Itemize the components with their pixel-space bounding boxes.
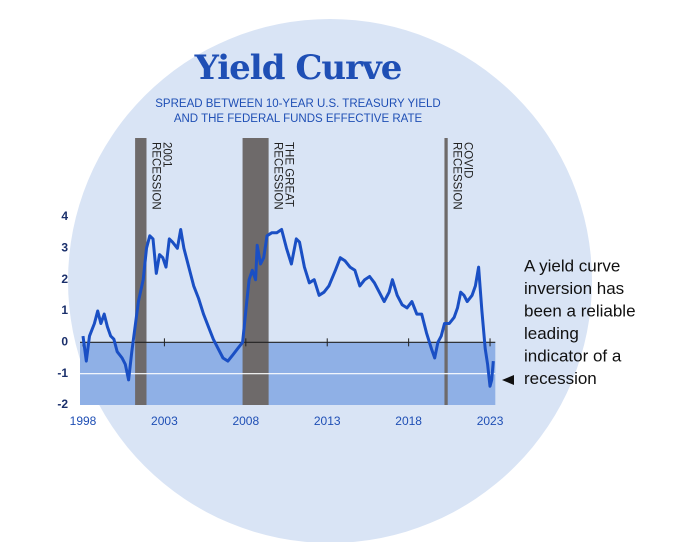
y-tick-label: 3 <box>61 241 68 255</box>
subtitle: SPREAD BETWEEN 10-YEAR U.S. TREASURY YIE… <box>155 98 440 110</box>
x-tick-label: 2018 <box>395 414 422 428</box>
recession-label: RECESSION <box>272 142 284 210</box>
annotation: leading <box>524 324 579 343</box>
y-tick-label: -1 <box>57 366 68 380</box>
recession-bar <box>444 138 448 405</box>
x-tick-label: 2023 <box>477 414 504 428</box>
annotation: recession <box>524 369 597 388</box>
recession-label: COVID <box>462 142 474 178</box>
y-tick-label: 0 <box>61 335 68 349</box>
annotation: been a reliable <box>524 301 636 320</box>
annotation: indicator of a <box>524 346 622 365</box>
x-tick-label: 2003 <box>151 414 178 428</box>
y-tick-label: -2 <box>57 397 68 411</box>
recession-label: RECESSION <box>149 142 161 210</box>
recession-bar <box>135 138 147 405</box>
recession-label: THE GREAT <box>283 142 295 207</box>
annotation: inversion has <box>524 279 624 298</box>
annotation-arrow <box>502 375 514 385</box>
y-tick-label: 2 <box>61 272 68 286</box>
y-tick-label: 1 <box>61 303 68 317</box>
x-tick-label: 1998 <box>70 414 97 428</box>
x-tick-label: 2013 <box>314 414 341 428</box>
recession-label: 2001 <box>160 142 172 168</box>
chart-title: Yield Curve <box>194 48 402 88</box>
data-line <box>81 228 495 388</box>
recession-label: RECESSION <box>451 142 463 210</box>
y-tick-label: 4 <box>61 209 68 223</box>
subtitle: AND THE FEDERAL FUNDS EFFECTIVE RATE <box>174 113 423 125</box>
x-tick-label: 2008 <box>232 414 259 428</box>
annotation: A yield curve <box>524 256 620 275</box>
